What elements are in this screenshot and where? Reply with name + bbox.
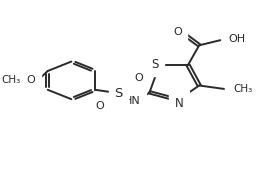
Text: CH₃: CH₃ bbox=[233, 84, 253, 94]
Text: O: O bbox=[95, 101, 104, 111]
Text: O: O bbox=[134, 73, 143, 83]
Text: HN: HN bbox=[124, 96, 141, 106]
Text: O: O bbox=[173, 27, 182, 37]
Text: N: N bbox=[175, 97, 184, 110]
Text: S: S bbox=[151, 58, 159, 71]
Text: CH₃: CH₃ bbox=[2, 75, 21, 85]
Text: OH: OH bbox=[229, 34, 246, 44]
Text: O: O bbox=[27, 75, 35, 85]
Text: S: S bbox=[114, 87, 123, 100]
